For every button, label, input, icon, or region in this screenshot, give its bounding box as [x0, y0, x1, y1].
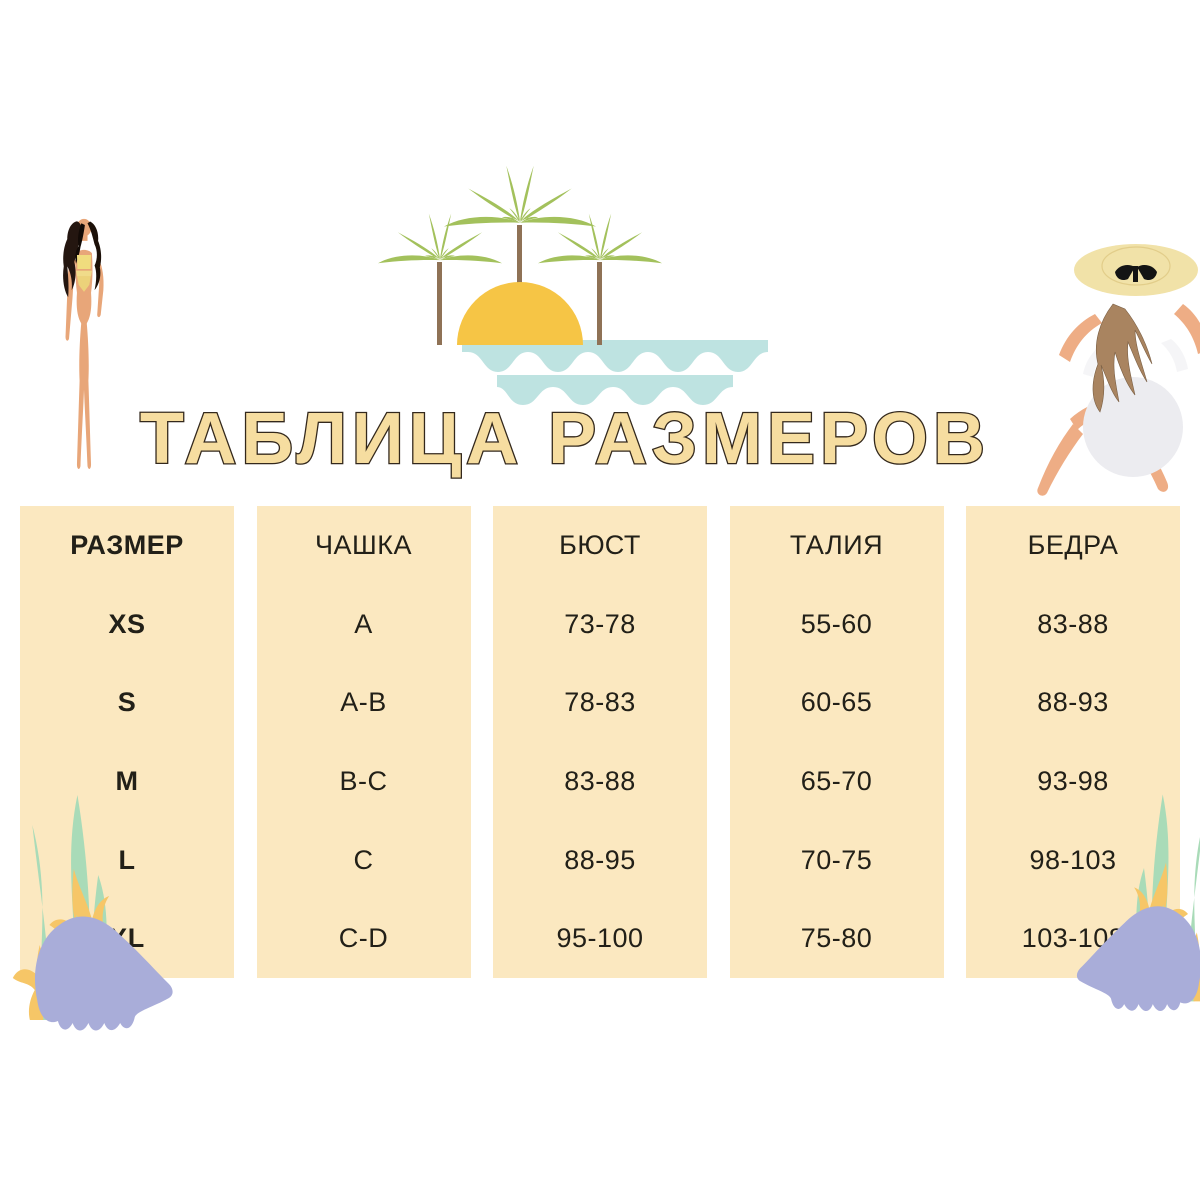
- svg-text:ТАБЛИЦА РАЗМЕРОВ: ТАБЛИЦА РАЗМЕРОВ: [140, 399, 990, 479]
